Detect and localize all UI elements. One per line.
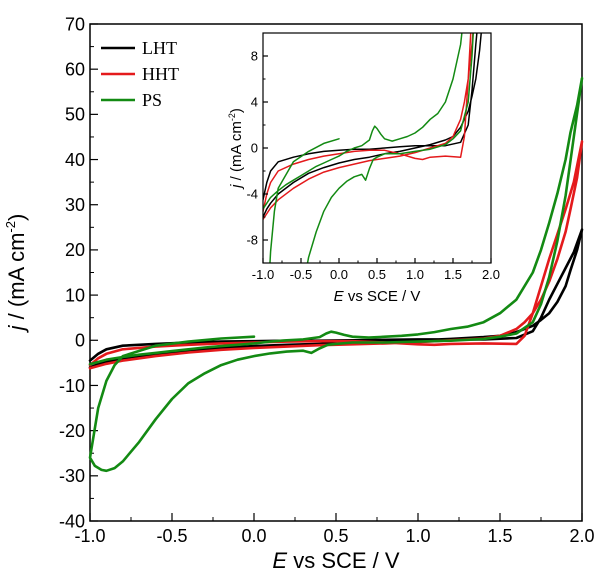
series-line-ps [263,33,475,263]
y-tick-label: 0 [251,141,258,156]
y-tick-label: 40 [65,150,85,170]
main-y-axis-label: j / (mA cm-2) [3,214,29,334]
legend-label-ps: PS [142,90,162,110]
x-tick-label: 2.0 [569,526,594,546]
y-tick-label: -30 [59,466,85,486]
y-tick-label: 0 [75,331,85,351]
main-x-axis-label: E vs SCE / V [272,548,399,573]
legend: LHT HHT PS [101,38,179,110]
y-tick-label: 70 [65,14,85,34]
inset-series-group [263,33,482,263]
y-tick-label: 8 [251,49,258,64]
x-tick-label: 0.0 [241,526,266,546]
x-tick-label: 1.5 [444,267,462,282]
y-tick-label: -40 [59,511,85,531]
y-tick-label: -8 [246,233,258,248]
x-tick-label: 2.0 [482,267,500,282]
y-tick-label: -20 [59,421,85,441]
series-line-hht [263,33,474,221]
y-tick-label: -10 [59,376,85,396]
series-line-hht [88,140,584,370]
x-tick-label: -1.0 [74,526,105,546]
legend-label-lht: LHT [142,38,177,58]
y-tick-label: 4 [251,95,258,110]
y-tick-label: 20 [65,240,85,260]
x-tick-label: -0.5 [156,526,187,546]
y-tick-label: 60 [65,59,85,79]
main-series-group [88,76,584,473]
inset-axis-ticks: -1.0 -0.5 0.0 0.5 1.0 1.5 2.0 -8 -4 0 4 8 [246,49,500,282]
x-tick-label: 1.0 [405,526,430,546]
inset-x-axis-label: E vs SCE / V [334,288,421,305]
y-tick-label: 10 [65,285,85,305]
main-axis-ticks: -1.0 -0.5 0.0 0.5 1.0 1.5 2.0-40-30-20-1001020… [59,14,595,546]
x-tick-label: -1.0 [252,267,274,282]
x-tick-label: -0.5 [290,267,312,282]
y-tick-label: 50 [65,105,85,125]
x-tick-label: 1.0 [406,267,424,282]
inset-y-axis-label: j / (mA cm-2) [227,108,245,190]
y-tick-label: 30 [65,195,85,215]
legend-label-hht: HHT [142,64,179,84]
x-tick-label: 0.5 [368,267,386,282]
x-tick-label: 1.5 [487,526,512,546]
series-line-ps [88,76,584,473]
x-tick-label: 0.5 [323,526,348,546]
y-tick-label: -4 [246,187,258,202]
x-tick-label: 0.0 [330,267,348,282]
